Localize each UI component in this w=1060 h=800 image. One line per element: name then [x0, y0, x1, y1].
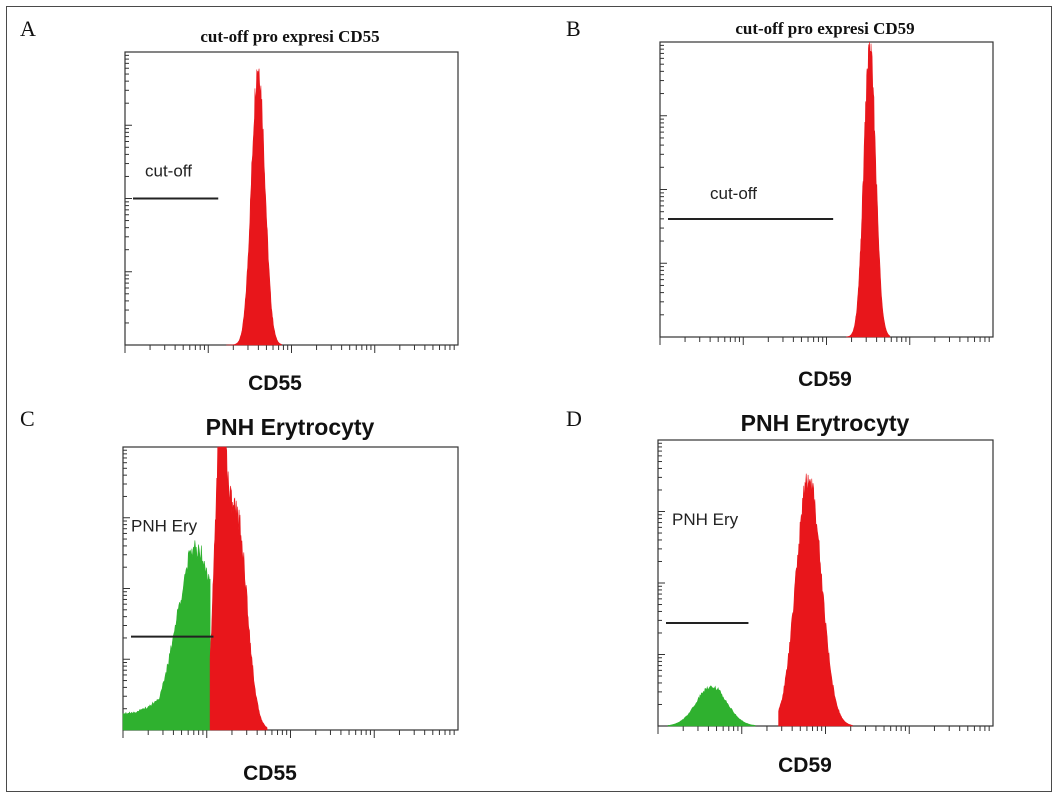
panel-letter-c: C — [20, 406, 35, 431]
x-axis-label-a: CD55 — [248, 372, 302, 395]
histogram-d: PNH Ery — [657, 439, 994, 734]
panel-letter-d: D — [566, 406, 582, 431]
x-axis-label-d: CD59 — [778, 754, 832, 777]
normal-population-area — [226, 68, 282, 346]
panel-title-a: cut-off pro expresi CD55 — [200, 27, 380, 46]
panel-letter-a: A — [20, 16, 36, 41]
histogram-a: cut-off — [124, 51, 459, 353]
cutoff-label: PNH Ery — [672, 510, 739, 529]
cutoff-label: cut-off — [145, 162, 192, 181]
x-axis-label-b: CD59 — [798, 368, 852, 391]
x-axis-label-c: CD55 — [243, 762, 297, 785]
panel-title-b: cut-off pro expresi CD59 — [735, 19, 915, 38]
pnh-population-area — [667, 685, 756, 727]
panel-letter-b: B — [566, 16, 581, 41]
panel-title-d: PNH Erytrocyty — [740, 410, 910, 436]
figure-frame — [6, 6, 1052, 792]
cutoff-label: cut-off — [710, 184, 757, 203]
cutoff-label: PNH Ery — [131, 517, 198, 536]
histogram-c: PNH Ery — [122, 446, 459, 738]
normal-population-area — [846, 41, 891, 338]
histogram-b: cut-off — [659, 41, 994, 345]
panel-title-c: PNH Erytrocyty — [205, 414, 375, 440]
pnh-population-area — [122, 540, 211, 731]
normal-population-area — [778, 473, 853, 727]
normal-population-area — [209, 446, 268, 731]
